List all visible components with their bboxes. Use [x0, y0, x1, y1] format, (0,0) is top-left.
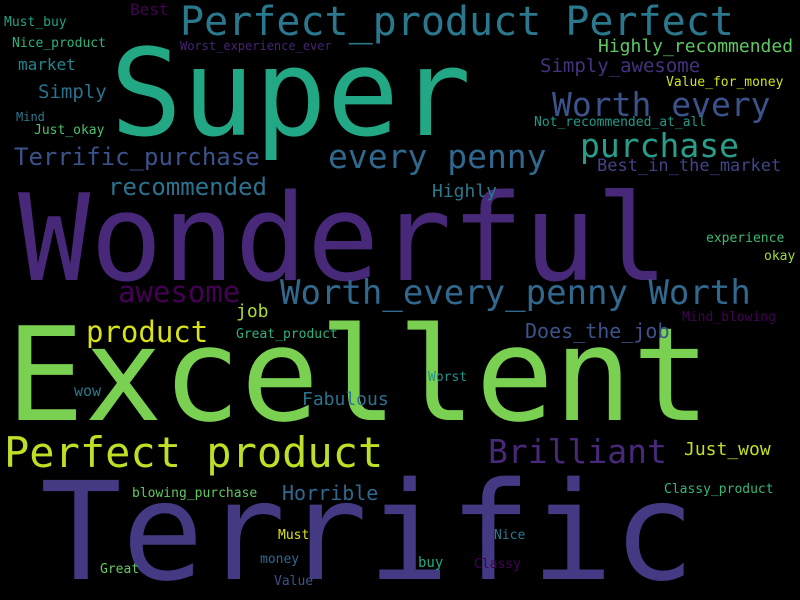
word: Simply_awesome: [540, 55, 701, 77]
word: Worst: [428, 370, 468, 385]
word: Worth every: [552, 85, 771, 124]
word: Just_wow: [684, 439, 771, 460]
word: Highly_recommended: [598, 36, 794, 57]
word: Great_product: [236, 327, 338, 342]
word: Great: [100, 562, 140, 577]
word: Mind: [16, 110, 45, 124]
word: Worth_every_penny Worth: [280, 273, 751, 313]
word: Simply: [38, 81, 107, 103]
word: Excellent: [6, 299, 711, 451]
word: Best: [130, 0, 169, 19]
word: Terrific: [40, 454, 696, 600]
word: awesome: [118, 275, 241, 309]
word: Perfect_product Perfect: [180, 0, 734, 45]
word: experience: [706, 231, 785, 246]
word: Perfect product: [4, 428, 384, 477]
word: Nice: [494, 528, 526, 543]
word: Classy: [474, 557, 521, 572]
word: Worst_experience_ever: [180, 39, 332, 53]
word: Wonderful: [18, 170, 669, 309]
word: recommended: [108, 173, 267, 201]
word: Just_okay: [34, 123, 105, 138]
word: money: [260, 552, 300, 567]
word: Does_the_job: [525, 319, 670, 343]
word: job: [236, 301, 269, 322]
word: wow: [74, 382, 102, 400]
word: Brilliant: [488, 432, 667, 471]
word: blowing_purchase: [132, 486, 258, 501]
word: okay: [764, 249, 796, 264]
word: Must_buy: [4, 15, 67, 30]
word: Highly: [432, 181, 498, 202]
word: every penny: [328, 137, 547, 176]
word: Horrible: [282, 481, 379, 505]
word: Value: [274, 574, 314, 589]
word: Must: [278, 528, 310, 543]
word: market: [18, 55, 76, 74]
word: Terrific_purchase: [14, 143, 260, 171]
word: Fabulous: [302, 389, 389, 410]
word: Not_recommended_at_all: [534, 115, 707, 130]
word: buy: [418, 555, 444, 571]
word: Classy_product: [664, 482, 774, 497]
word: Nice_product: [12, 36, 106, 51]
word: Best_in_the_market: [597, 156, 782, 176]
word: Mind_blowing: [682, 310, 776, 325]
word: Value_for_money: [666, 75, 784, 90]
word: product: [86, 315, 209, 349]
word: purchase: [580, 126, 739, 165]
word: Super: [110, 25, 472, 164]
